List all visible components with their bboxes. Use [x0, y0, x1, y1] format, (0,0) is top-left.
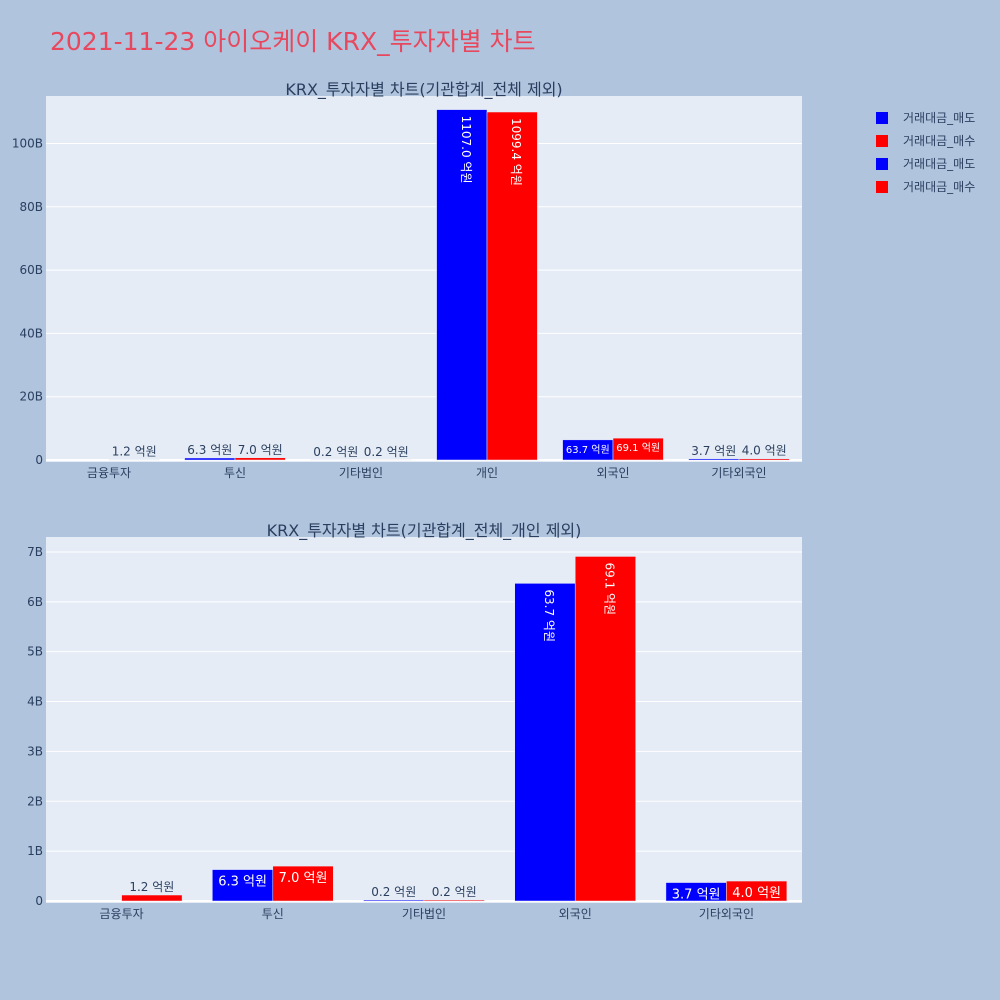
chart2-data-label-buy: 0.2 억원	[432, 885, 477, 899]
chart1-bar-sell	[184, 457, 236, 461]
chart1-y-tick-label: 80B	[19, 200, 43, 214]
chart1-bar-buy	[738, 458, 790, 461]
legend-label-buy-1: 거래대금_매수	[903, 134, 976, 148]
legend-label-sell-1: 거래대금_매도	[903, 111, 976, 125]
chart1-x-tick-label: 개인	[476, 466, 498, 480]
chart2-y-tick-label: 4B	[27, 695, 43, 709]
legend-item-sell-1[interactable]: 거래대금_매도	[876, 106, 975, 129]
chart2-x-tick-label: 기타외국인	[699, 907, 754, 921]
chart1-y-tick-label: 20B	[19, 390, 43, 404]
chart1-data-label-sell: 0.2 억원	[313, 445, 358, 459]
chart2-data-label-sell: 6.3 억원	[218, 875, 267, 890]
legend-label-buy-2: 거래대금_매수	[903, 180, 976, 194]
chart1-x-tick-label: 투신	[224, 466, 246, 480]
chart1-plot-area	[46, 96, 802, 462]
chart2-y-tick-label: 3B	[27, 744, 43, 758]
chart1-x-tick-label: 금융투자	[87, 466, 131, 480]
chart2-data-label-buy: 1.2 억원	[129, 880, 174, 894]
legend-swatch-sell-2	[876, 157, 888, 170]
chart1-y-tick-label: 100B	[12, 136, 43, 150]
chart1-y-tick-label: 0	[35, 453, 43, 467]
page-title: 2021-11-23 아이오케이 KRX_투자자별 차트	[50, 27, 536, 56]
chart1-y-tick-label: 60B	[19, 263, 43, 277]
chart1-bar-buy	[612, 437, 664, 461]
legend-swatch-buy-2	[876, 180, 888, 193]
chart1-x-tick-label: 기타법인	[339, 466, 383, 480]
chart2-bar-buy	[574, 556, 636, 902]
chart2-y-tick-label: 0	[35, 894, 43, 908]
chart2-y-tick-label: 1B	[27, 844, 43, 858]
chart1-bar-sell	[688, 458, 740, 461]
chart1-data-label-sell: 6.3 억원	[187, 443, 232, 457]
chart2-x-tick-label: 외국인	[559, 907, 592, 921]
chart1-data-label-sell: 3.7 억원	[691, 444, 736, 458]
chart2-title: KRX_투자자별 차트(기관합계_전체_개인 제외)	[267, 521, 582, 541]
chart2-x-tick-label: 투신	[262, 907, 284, 921]
chart1-data-label-buy: 69.1 억원	[616, 442, 660, 454]
chart1-data-label-sell: 63.7 억원	[566, 444, 610, 456]
legend-item-sell-2[interactable]: 거래대금_매도	[876, 152, 975, 175]
chart1-x-tick-label: 기타외국인	[711, 466, 766, 480]
chart2-bar-buy	[272, 865, 334, 902]
chart2-data-label-sell: 63.7 억원	[542, 589, 556, 642]
chart1-data-label-buy: 1.2 억원	[112, 445, 157, 459]
chart2-data-label-sell: 0.2 억원	[371, 885, 416, 899]
chart1-data-label-sell: 1107.0 억원	[459, 116, 473, 184]
chart1-data-label-buy: 7.0 억원	[238, 443, 283, 457]
chart1-data-label-buy: 0.2 억원	[364, 445, 409, 459]
legend-item-buy-1[interactable]: 거래대금_매수	[876, 129, 975, 152]
chart2-plot-area	[46, 537, 802, 903]
chart2-x-tick-label: 기타법인	[402, 907, 446, 921]
chart2-bar-sell	[363, 899, 425, 902]
chart2-y-tick-label: 2B	[27, 794, 43, 808]
chart2-bar-sell	[514, 583, 576, 902]
chart1-data-label-buy: 1099.4 억원	[509, 118, 523, 186]
legend-item-buy-2[interactable]: 거래대금_매수	[876, 175, 975, 198]
chart1-data-label-buy: 4.0 억원	[742, 444, 787, 458]
chart1-title: KRX_투자자별 차트(기관합계_전체 제외)	[285, 80, 562, 100]
chart1-bar-buy	[234, 457, 286, 461]
chart2-data-label-buy: 4.0 억원	[732, 886, 781, 901]
chart1-x-tick-label: 외국인	[596, 466, 629, 480]
chart2-y-tick-label: 5B	[27, 645, 43, 659]
chart2-bar-buy	[423, 899, 485, 902]
chart1-y-tick-label: 40B	[19, 326, 43, 340]
legend-label-sell-2: 거래대금_매도	[903, 157, 976, 171]
chart2-y-tick-label: 6B	[27, 595, 43, 609]
chart1-bar-buy	[486, 111, 538, 461]
chart2-bar-buy	[726, 880, 788, 902]
chart2-y-tick-label: 7B	[27, 545, 43, 559]
legend-swatch-sell-1	[876, 111, 888, 124]
chart2-data-label-buy: 69.1 억원	[602, 562, 616, 615]
chart2-bar-sell	[212, 869, 274, 902]
legend-swatch-buy-1	[876, 134, 888, 147]
legend: 거래대금_매도 거래대금_매수 거래대금_매도 거래대금_매수	[876, 106, 975, 198]
chart2-x-tick-label: 금융투자	[100, 907, 144, 921]
chart2-data-label-sell: 3.7 억원	[672, 888, 721, 903]
chart2-data-label-buy: 7.0 억원	[279, 871, 328, 886]
chart2-bar-buy	[121, 894, 183, 902]
